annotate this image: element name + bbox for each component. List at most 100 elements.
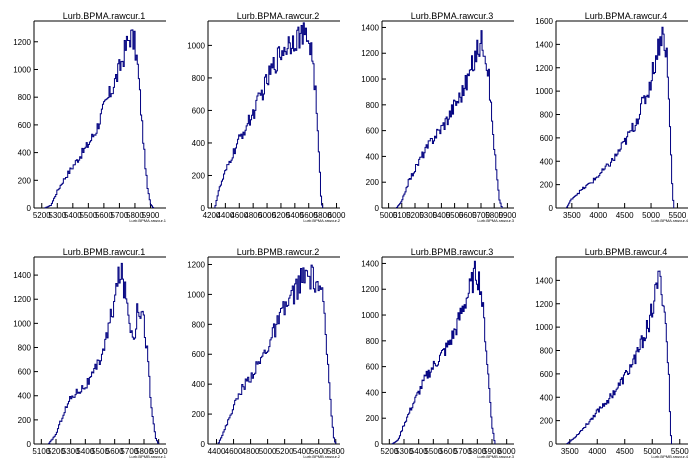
histogram-svg: Lurb.BPMB.rawcur.1 0 200 400 600 800 1000 1200 1…: [13, 247, 168, 459]
y-tick-label: 200: [366, 414, 380, 423]
y-tick-label: 800: [540, 347, 554, 356]
histogram-title: Lurb.BPMA.rawcur.2: [237, 11, 320, 21]
x-tick-label: 4400: [208, 447, 226, 456]
x-tick-label: 5700: [120, 447, 138, 456]
y-tick-label: 200: [192, 410, 206, 419]
x-tick-label: 5000: [258, 211, 276, 220]
histogram-title: Lurb.BPMA.rawcur.4: [585, 11, 668, 21]
x-tick-label: 5200: [272, 211, 290, 220]
histogram-line: [217, 264, 337, 444]
histogram-title: Lurb.BPMB.rawcur.2: [237, 247, 320, 257]
histogram-line: [48, 262, 160, 444]
y-tick-label: 200: [540, 417, 554, 426]
y-tick-label: 0: [549, 440, 554, 449]
x-tick-label: 4600: [225, 447, 243, 456]
x-tick-label: 5500: [671, 447, 689, 456]
y-tick-label: 1000: [13, 65, 31, 74]
y-tick-label: 1400: [13, 271, 31, 280]
x-tick-label: 5500: [424, 447, 442, 456]
y-tick-label: 1600: [535, 17, 553, 26]
y-tick-label: 800: [540, 111, 554, 120]
y-tick-label: 1000: [361, 311, 379, 320]
histogram-line: [391, 260, 496, 445]
x-tick-label: 5200: [47, 447, 65, 456]
x-tick-label: 5100: [393, 211, 411, 220]
y-tick-label: 600: [540, 134, 554, 143]
x-tick-label: 5200: [276, 447, 294, 456]
y-tick-label: 600: [192, 350, 206, 359]
y-tick-label: 400: [540, 157, 554, 166]
histogram-panel: Lurb.BPMB.rawcur.3 0 200 400 600 800 1000 1200 1…: [348, 236, 522, 472]
x-tick-label: 5600: [310, 447, 328, 456]
y-tick-label: 200: [192, 171, 206, 180]
y-tick-label: 0: [375, 204, 380, 213]
y-tick-label: 600: [18, 368, 32, 377]
y-tick-label: 400: [366, 388, 380, 397]
y-tick-label: 400: [192, 380, 206, 389]
x-tick-label: 5000: [259, 447, 277, 456]
y-tick-label: 800: [18, 343, 32, 352]
y-tick-label: 1000: [535, 87, 553, 96]
histogram-svg: Lurb.BPMB.rawcur.4 0 200 400 600 800 1000 1200 1…: [535, 247, 689, 459]
y-tick-label: 800: [18, 93, 32, 102]
histogram-svg: Lurb.BPMB.rawcur.3 0 200 400 600 800 1000 1200 1…: [361, 247, 516, 459]
x-axis-label: Lurb.BPMA.rawcur.3: [477, 218, 514, 223]
x-tick-label: 4000: [589, 211, 607, 220]
y-tick-label: 1200: [13, 38, 31, 47]
x-tick-label: 5400: [76, 447, 94, 456]
x-axis-label: Lurb.BPMA.rawcur.2: [303, 218, 340, 223]
x-tick-label: 5500: [79, 211, 97, 220]
histogram-title: Lurb.BPMA.rawcur.1: [63, 11, 146, 21]
x-tick-label: 5300: [395, 447, 413, 456]
x-tick-label: 5400: [410, 447, 428, 456]
x-tick-label: 4000: [588, 447, 606, 456]
histogram-svg: Lurb.BPMA.rawcur.3 0 200 400 600 800 1000 1200 1…: [361, 11, 517, 223]
y-tick-label: 1000: [361, 75, 379, 84]
y-tick-label: 800: [192, 320, 206, 329]
histogram-title: Lurb.BPMA.rawcur.3: [411, 11, 494, 21]
y-tick-label: 600: [18, 121, 32, 130]
x-tick-label: 3500: [561, 447, 579, 456]
histogram-line: [566, 270, 672, 445]
x-tick-label: 5200: [380, 447, 398, 456]
y-tick-label: 1200: [13, 295, 31, 304]
y-tick-label: 1000: [535, 323, 553, 332]
x-tick-label: 5800: [126, 211, 144, 220]
y-tick-label: 800: [366, 101, 380, 110]
y-tick-label: 0: [549, 204, 554, 213]
x-axis-label: Lurb.BPMA.rawcur.4: [651, 218, 688, 223]
histogram-svg: Lurb.BPMB.rawcur.2 0 200 400 600 800 1000 1200 4…: [187, 247, 345, 459]
y-tick-label: 200: [540, 181, 554, 190]
x-tick-label: 5400: [293, 447, 311, 456]
histogram-svg: Lurb.BPMA.rawcur.1 0 200 400 600 800 1000 1200 5…: [13, 11, 167, 223]
x-tick-label: 4400: [216, 211, 234, 220]
histogram-panel: Lurb.BPMB.rawcur.4 0 200 400 600 800 1000 1200 1…: [522, 236, 696, 472]
histogram-line: [214, 22, 324, 208]
y-tick-label: 800: [366, 337, 380, 346]
x-tick-label: 5000: [643, 447, 661, 456]
x-axis-label: Lurb.BPMB.rawcur.4: [651, 454, 688, 459]
y-tick-label: 1200: [535, 64, 553, 73]
y-tick-label: 400: [18, 149, 32, 158]
y-tick-label: 200: [18, 416, 32, 425]
y-tick-label: 600: [540, 370, 554, 379]
histogram-line: [44, 29, 155, 209]
x-tick-label: 5000: [380, 211, 398, 220]
y-tick-label: 1400: [361, 23, 379, 32]
x-tick-label: 4800: [242, 447, 260, 456]
y-tick-label: 0: [201, 204, 206, 213]
y-tick-label: 1200: [535, 300, 553, 309]
y-tick-label: 1400: [361, 259, 379, 268]
x-tick-label: 5500: [669, 211, 687, 220]
x-tick-label: 5900: [483, 447, 501, 456]
x-tick-label: 4600: [230, 211, 248, 220]
x-axis-label: Lurb.BPMB.rawcur.3: [477, 454, 514, 459]
y-tick-label: 1200: [187, 260, 205, 269]
y-tick-label: 400: [366, 152, 380, 161]
x-tick-label: 5800: [314, 211, 332, 220]
x-tick-label: 5900: [499, 211, 517, 220]
y-tick-label: 200: [366, 178, 380, 187]
x-tick-label: 5200: [33, 211, 51, 220]
x-tick-label: 5600: [106, 447, 124, 456]
x-tick-label: 5300: [62, 447, 80, 456]
